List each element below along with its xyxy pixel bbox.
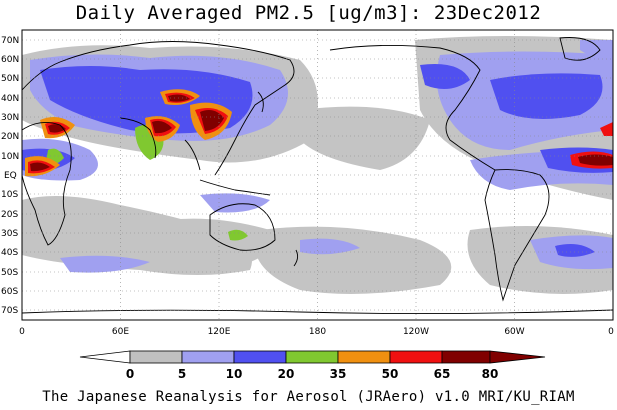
colorbar-label: 5	[178, 367, 186, 381]
colorbar-segment	[181, 350, 235, 364]
lat-label: 40S	[1, 248, 18, 258]
lon-label: 120W	[403, 327, 429, 337]
colorbar-segment	[129, 350, 183, 364]
colorbar-label: 80	[482, 367, 499, 381]
lon-label: 180	[309, 327, 326, 337]
lat-lon-grid	[22, 30, 613, 320]
colorbar-segment	[441, 350, 491, 364]
longitude-labels: 0 60E 120E 180 120W 60W 0	[19, 327, 614, 337]
lat-label: 70N	[1, 36, 19, 46]
lat-label: 60S	[1, 287, 18, 297]
lon-label: 60W	[504, 327, 524, 337]
colorbar-label: 0	[126, 367, 134, 381]
lon-label: 60E	[112, 327, 129, 337]
lat-label: 10S	[1, 190, 18, 200]
latitude-labels: 70N 60N 50N 40N 30N 20N 10N EQ 10S 20S 3…	[1, 36, 19, 316]
map-frame	[21, 29, 614, 321]
map-panel	[22, 30, 613, 320]
lat-label: 20N	[1, 132, 19, 142]
colorbar-label: 10	[226, 367, 243, 381]
lat-label: 70S	[1, 306, 18, 316]
colorbar-segment	[389, 350, 443, 364]
pm25-level-20-35	[22, 64, 613, 257]
lat-label: 50N	[1, 74, 19, 84]
colorbar	[79, 350, 546, 364]
lat-label: 30N	[1, 113, 19, 123]
coastlines	[22, 37, 613, 315]
colorbar-label: 20	[278, 367, 295, 381]
lat-label: 30S	[1, 229, 18, 239]
pm25-level-80-plus	[30, 94, 613, 172]
colorbar-labels: 0 5 10 20 35 50 65 80	[126, 367, 499, 381]
colorbar-segment	[285, 350, 339, 364]
lat-label: 20S	[1, 210, 18, 220]
lat-label: 10N	[1, 152, 19, 162]
lon-label: 0	[608, 327, 614, 337]
lon-label: 120E	[208, 327, 231, 337]
lon-label: 0	[19, 327, 25, 337]
lat-label: 60N	[1, 55, 19, 65]
lat-label: 50S	[1, 268, 18, 278]
colorbar-segment	[233, 350, 287, 364]
colorbar-segment	[79, 350, 131, 364]
lat-label: EQ	[4, 171, 17, 181]
colorbar-label: 35	[330, 367, 347, 381]
colorbar-segment	[337, 350, 391, 364]
dataset-credit: The Japanese Reanalysis for Aerosol (JRA…	[42, 389, 575, 405]
colorbar-segment	[489, 350, 546, 364]
colorbar-label: 65	[434, 367, 451, 381]
lat-label: 40N	[1, 94, 19, 104]
map-title: Daily Averaged PM2.5 [ug/m3]: 23Dec2012	[75, 2, 542, 24]
colorbar-label: 50	[382, 367, 399, 381]
